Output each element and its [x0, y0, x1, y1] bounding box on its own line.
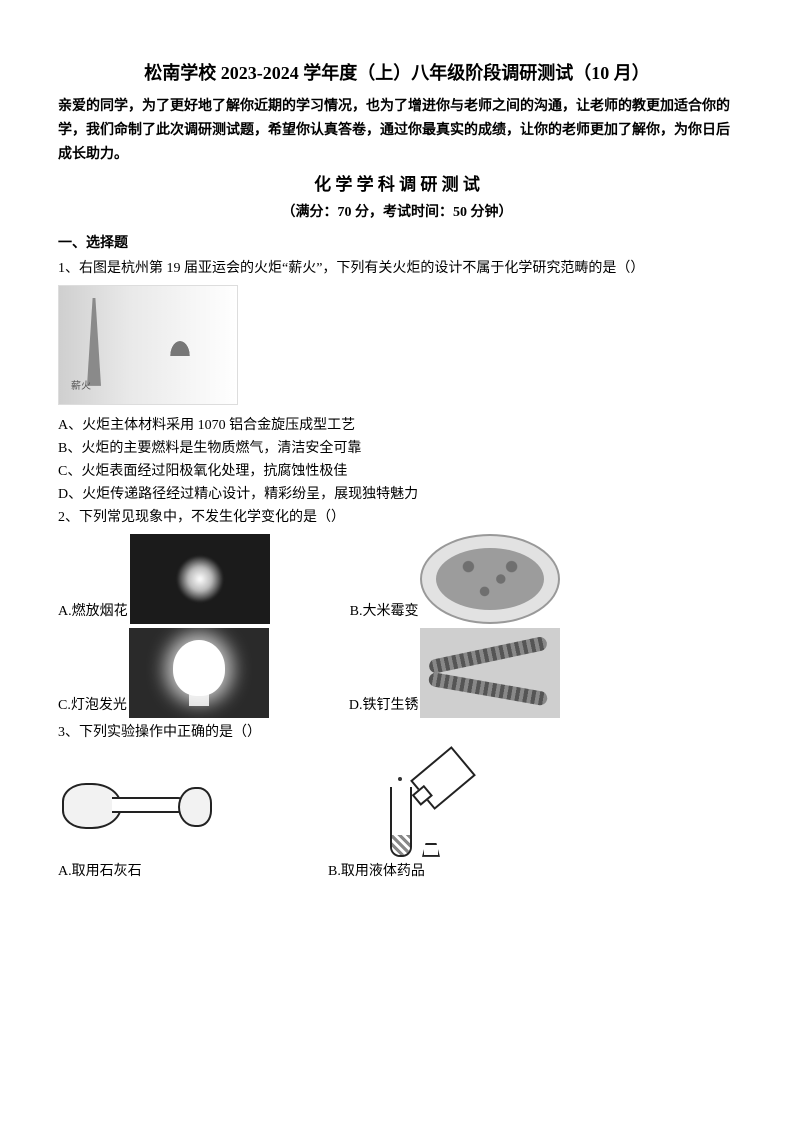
- q2-image-lightbulb: [129, 628, 269, 718]
- q1-torch-image: 薪火: [58, 285, 238, 405]
- stopper-icon: [422, 843, 440, 857]
- intro-paragraph: 亲爱的同学，为了更好地了解你近期的学习情况，也为了增进你与老师之间的沟通，让老师…: [58, 95, 736, 166]
- q3-stem: 3、下列实验操作中正确的是（）: [58, 722, 736, 743]
- q2-image-grid: A.燃放烟花 B.大米霉变 C.灯泡发光 D.铁钉生锈: [58, 534, 736, 718]
- q2-label-d: D.铁钉生锈: [349, 695, 419, 718]
- subject-subtitle: 化 学 学 科 调 研 测 试: [58, 172, 736, 198]
- q3-image-liquid: [328, 757, 488, 857]
- reagent-bottle-icon: [410, 746, 476, 810]
- q2-row-2: C.灯泡发光 D.铁钉生锈: [58, 628, 736, 718]
- torch-label-text: 薪火: [71, 379, 91, 394]
- q3-label-b: B.取用液体药品: [328, 861, 425, 882]
- q1-option-b: B、火炬的主要燃料是生物质燃气，清洁安全可靠: [58, 438, 736, 459]
- exam-meta: （满分：70 分，考试时间：50 分钟）: [58, 202, 736, 223]
- q2-label-b: B.大米霉变: [350, 601, 419, 624]
- q2-image-rusty-nails: [420, 628, 560, 718]
- q3-image-row: A.取用石灰石 B.取用液体药品: [58, 757, 736, 882]
- test-tube-vertical-icon: [390, 787, 412, 857]
- q2-label-c: C.灯泡发光: [58, 695, 127, 718]
- q2-stem: 2、下列常见现象中，不发生化学变化的是（）: [58, 507, 736, 528]
- torch-icon: [87, 298, 101, 386]
- q2-image-rice-mold: [420, 534, 560, 624]
- q2-row-1: A.燃放烟花 B.大米霉变: [58, 534, 736, 624]
- q2-cell-b: B.大米霉变: [350, 534, 561, 624]
- q1-stem: 1、右图是杭州第 19 届亚运会的火炬“薪火”，下列有关火炬的设计不属于化学研究…: [58, 258, 736, 279]
- exam-main-title: 松南学校 2023-2024 学年度（上）八年级阶段调研测试（10 月）: [58, 60, 736, 87]
- hand-right-icon: [178, 787, 212, 827]
- q2-cell-a: A.燃放烟花: [58, 534, 270, 624]
- q3-cell-b: B.取用液体药品: [328, 757, 488, 882]
- q3-label-a: A.取用石灰石: [58, 861, 142, 882]
- q2-cell-c: C.灯泡发光: [58, 628, 269, 718]
- liquid-drops-icon: [398, 777, 402, 781]
- q2-label-a: A.燃放烟花: [58, 601, 128, 624]
- q2-image-firework: [130, 534, 270, 624]
- section-1-header: 一、选择题: [58, 233, 736, 254]
- torch-fan-icon: [163, 330, 197, 356]
- q3-image-limestone: [58, 757, 218, 857]
- test-tube-horizontal-icon: [112, 797, 186, 813]
- q3-cell-a: A.取用石灰石: [58, 757, 218, 882]
- q1-option-a: A、火炬主体材料采用 1070 铝合金旋压成型工艺: [58, 415, 736, 436]
- q1-option-c: C、火炬表面经过阳极氧化处理，抗腐蚀性极佳: [58, 461, 736, 482]
- q1-option-d: D、火炬传递路径经过精心设计，精彩纷呈，展现独特魅力: [58, 484, 736, 505]
- q2-cell-d: D.铁钉生锈: [349, 628, 561, 718]
